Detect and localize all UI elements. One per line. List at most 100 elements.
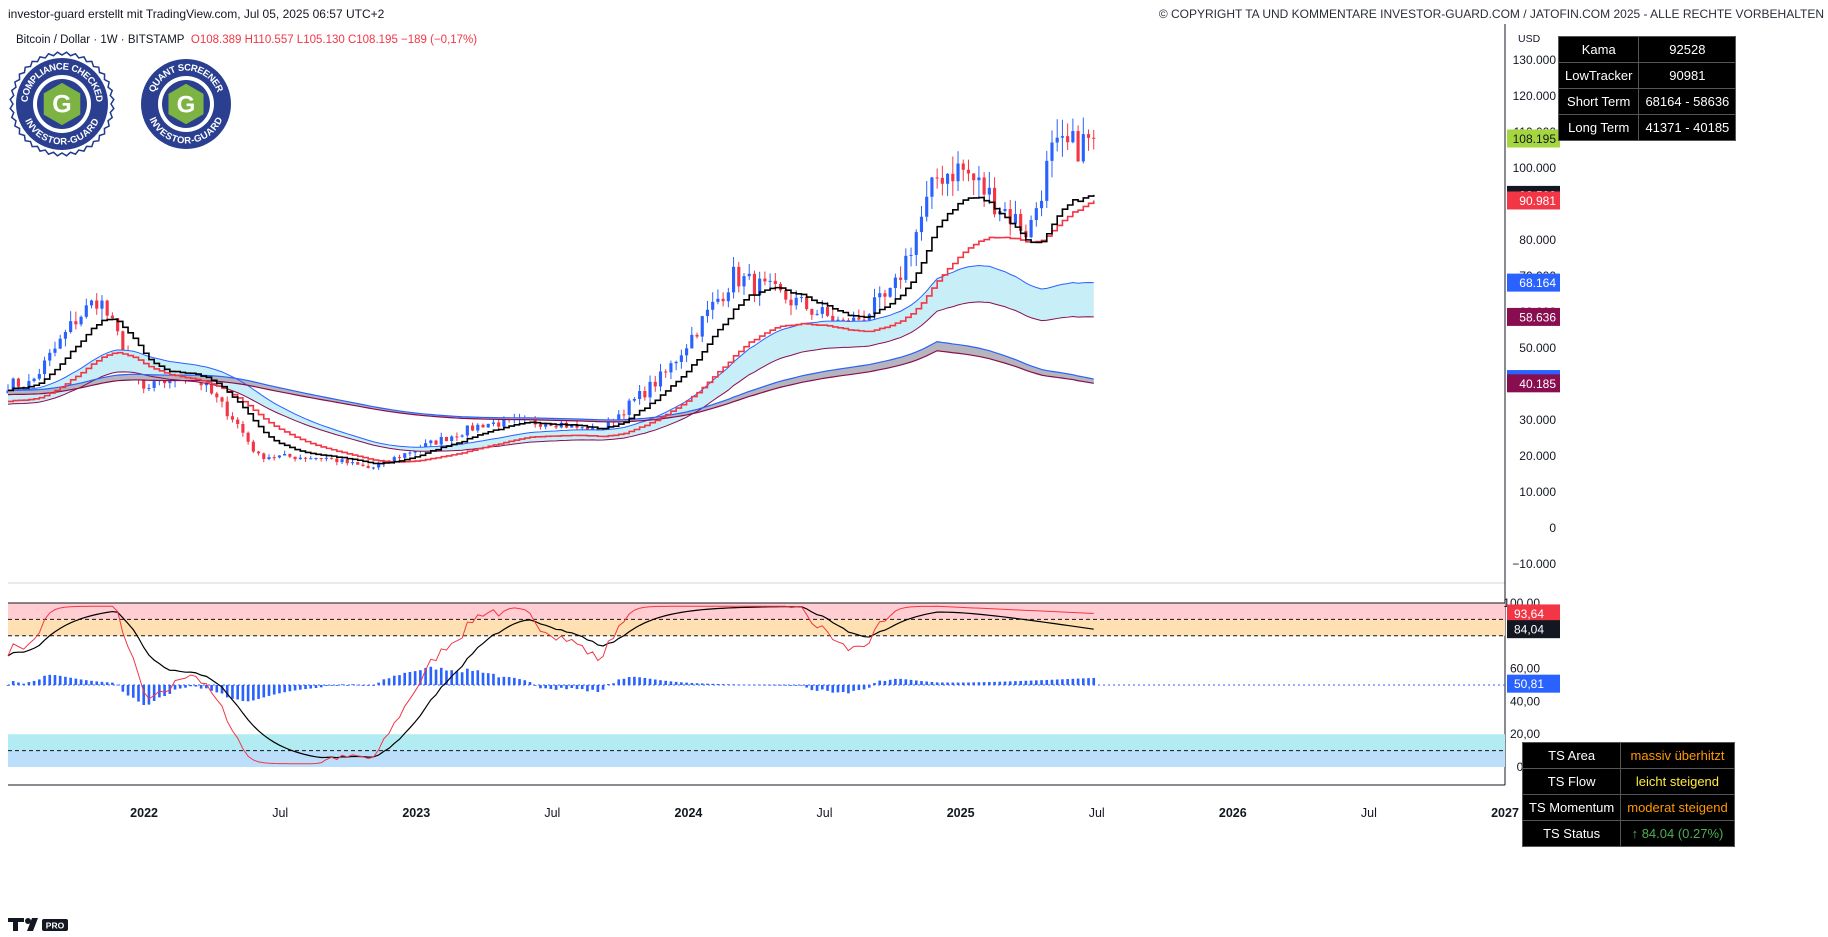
- momentum-bar: [1066, 679, 1069, 685]
- momentum-bar: [163, 685, 166, 697]
- info-value: 92528: [1638, 36, 1737, 63]
- momentum-bar: [95, 681, 99, 685]
- momentum-bar: [586, 685, 589, 692]
- candle: [742, 273, 746, 295]
- momentum-bar: [450, 670, 453, 685]
- momentum-bar: [492, 673, 495, 685]
- momentum-bar: [335, 685, 339, 686]
- momentum-bar: [100, 681, 104, 685]
- candle: [893, 273, 897, 299]
- candle: [638, 384, 642, 405]
- momentum-bar: [173, 685, 177, 690]
- osc-tick-label: 40,00: [1510, 694, 1540, 708]
- candle: [1019, 209, 1023, 240]
- momentum-bar: [382, 679, 386, 685]
- momentum-bar: [252, 685, 255, 701]
- momentum-bar: [1024, 680, 1028, 685]
- price-tick-label: −10.000: [1512, 557, 1556, 571]
- ts-label: TS Status: [1521, 820, 1622, 847]
- candle: [444, 436, 449, 442]
- candle: [925, 181, 929, 222]
- candle: [1092, 129, 1096, 150]
- momentum-bar: [575, 685, 579, 690]
- momentum-bar: [372, 685, 375, 686]
- price-tick-label: 20.000: [1519, 449, 1556, 463]
- candle: [105, 299, 109, 321]
- momentum-bar: [794, 685, 798, 686]
- momentum-bar: [486, 673, 490, 685]
- momentum-bar: [413, 671, 417, 685]
- candle: [935, 168, 939, 189]
- momentum-bar: [283, 685, 286, 693]
- momentum-bar: [58, 675, 62, 685]
- momentum-bar: [351, 684, 354, 686]
- candle: [747, 264, 751, 280]
- momentum-bar: [319, 685, 323, 688]
- symbol-legend[interactable]: Bitcoin / Dollar · 1W · BITSTAMP O108.38…: [16, 34, 477, 46]
- candle: [632, 397, 636, 403]
- momentum-bar: [220, 685, 224, 694]
- momentum-bar: [64, 676, 67, 685]
- osc-zone: [8, 750, 1505, 767]
- ts-label: TS Flow: [1521, 768, 1622, 795]
- momentum-bar: [366, 685, 370, 686]
- candle: [283, 450, 287, 456]
- candle: [147, 383, 151, 392]
- momentum-bar: [998, 681, 1002, 685]
- candle: [752, 270, 757, 303]
- candle: [481, 423, 485, 428]
- momentum-bar: [711, 683, 714, 685]
- momentum-bar: [513, 677, 516, 685]
- candle: [262, 452, 266, 463]
- momentum-bar: [309, 685, 313, 689]
- momentum-bar: [852, 685, 855, 691]
- momentum-bar: [706, 683, 709, 685]
- candle: [966, 159, 971, 182]
- candle: [110, 312, 114, 319]
- candle: [491, 419, 496, 427]
- momentum-bar: [377, 682, 380, 685]
- momentum-bar: [152, 685, 156, 701]
- candle: [1055, 119, 1059, 152]
- momentum-bar: [779, 684, 782, 686]
- momentum-bar: [857, 685, 861, 690]
- candle: [721, 292, 725, 307]
- momentum-bar: [325, 685, 328, 686]
- candle: [89, 299, 94, 309]
- momentum-bar: [408, 672, 412, 685]
- price-tick-label: 80.000: [1519, 233, 1556, 247]
- momentum-bar: [753, 684, 756, 686]
- momentum-bar: [533, 685, 537, 686]
- candle: [878, 286, 882, 309]
- price-tag: 68.164: [1507, 273, 1560, 292]
- candle: [1081, 117, 1085, 164]
- momentum-bar: [972, 682, 975, 685]
- osc-tag-label: 93,64: [1514, 607, 1544, 621]
- momentum-bar: [784, 684, 788, 686]
- momentum-bar: [507, 677, 511, 685]
- info-label: Short Term: [1557, 88, 1640, 115]
- momentum-bar: [69, 677, 72, 685]
- momentum-bar: [1050, 679, 1054, 685]
- momentum-bar: [560, 685, 563, 688]
- candle: [471, 422, 475, 432]
- candle: [690, 326, 694, 349]
- momentum-bar: [951, 682, 955, 685]
- candle: [340, 457, 344, 465]
- candle: [215, 391, 219, 403]
- momentum-bar: [946, 682, 949, 685]
- price-pane: [6, 117, 1096, 470]
- momentum-bar: [38, 679, 41, 685]
- momentum-bar: [142, 685, 146, 706]
- candle: [726, 287, 730, 308]
- candle: [789, 292, 793, 316]
- momentum-bar: [105, 682, 109, 685]
- svg-text:PRO: PRO: [46, 921, 65, 931]
- price-tag-label: 108.195: [1513, 132, 1557, 146]
- momentum-bar: [194, 685, 198, 687]
- momentum-bar: [805, 685, 808, 688]
- ts-row: TS Momentum moderat steigend: [1521, 794, 1735, 821]
- momentum-bar: [674, 681, 678, 685]
- momentum-bar: [988, 682, 991, 685]
